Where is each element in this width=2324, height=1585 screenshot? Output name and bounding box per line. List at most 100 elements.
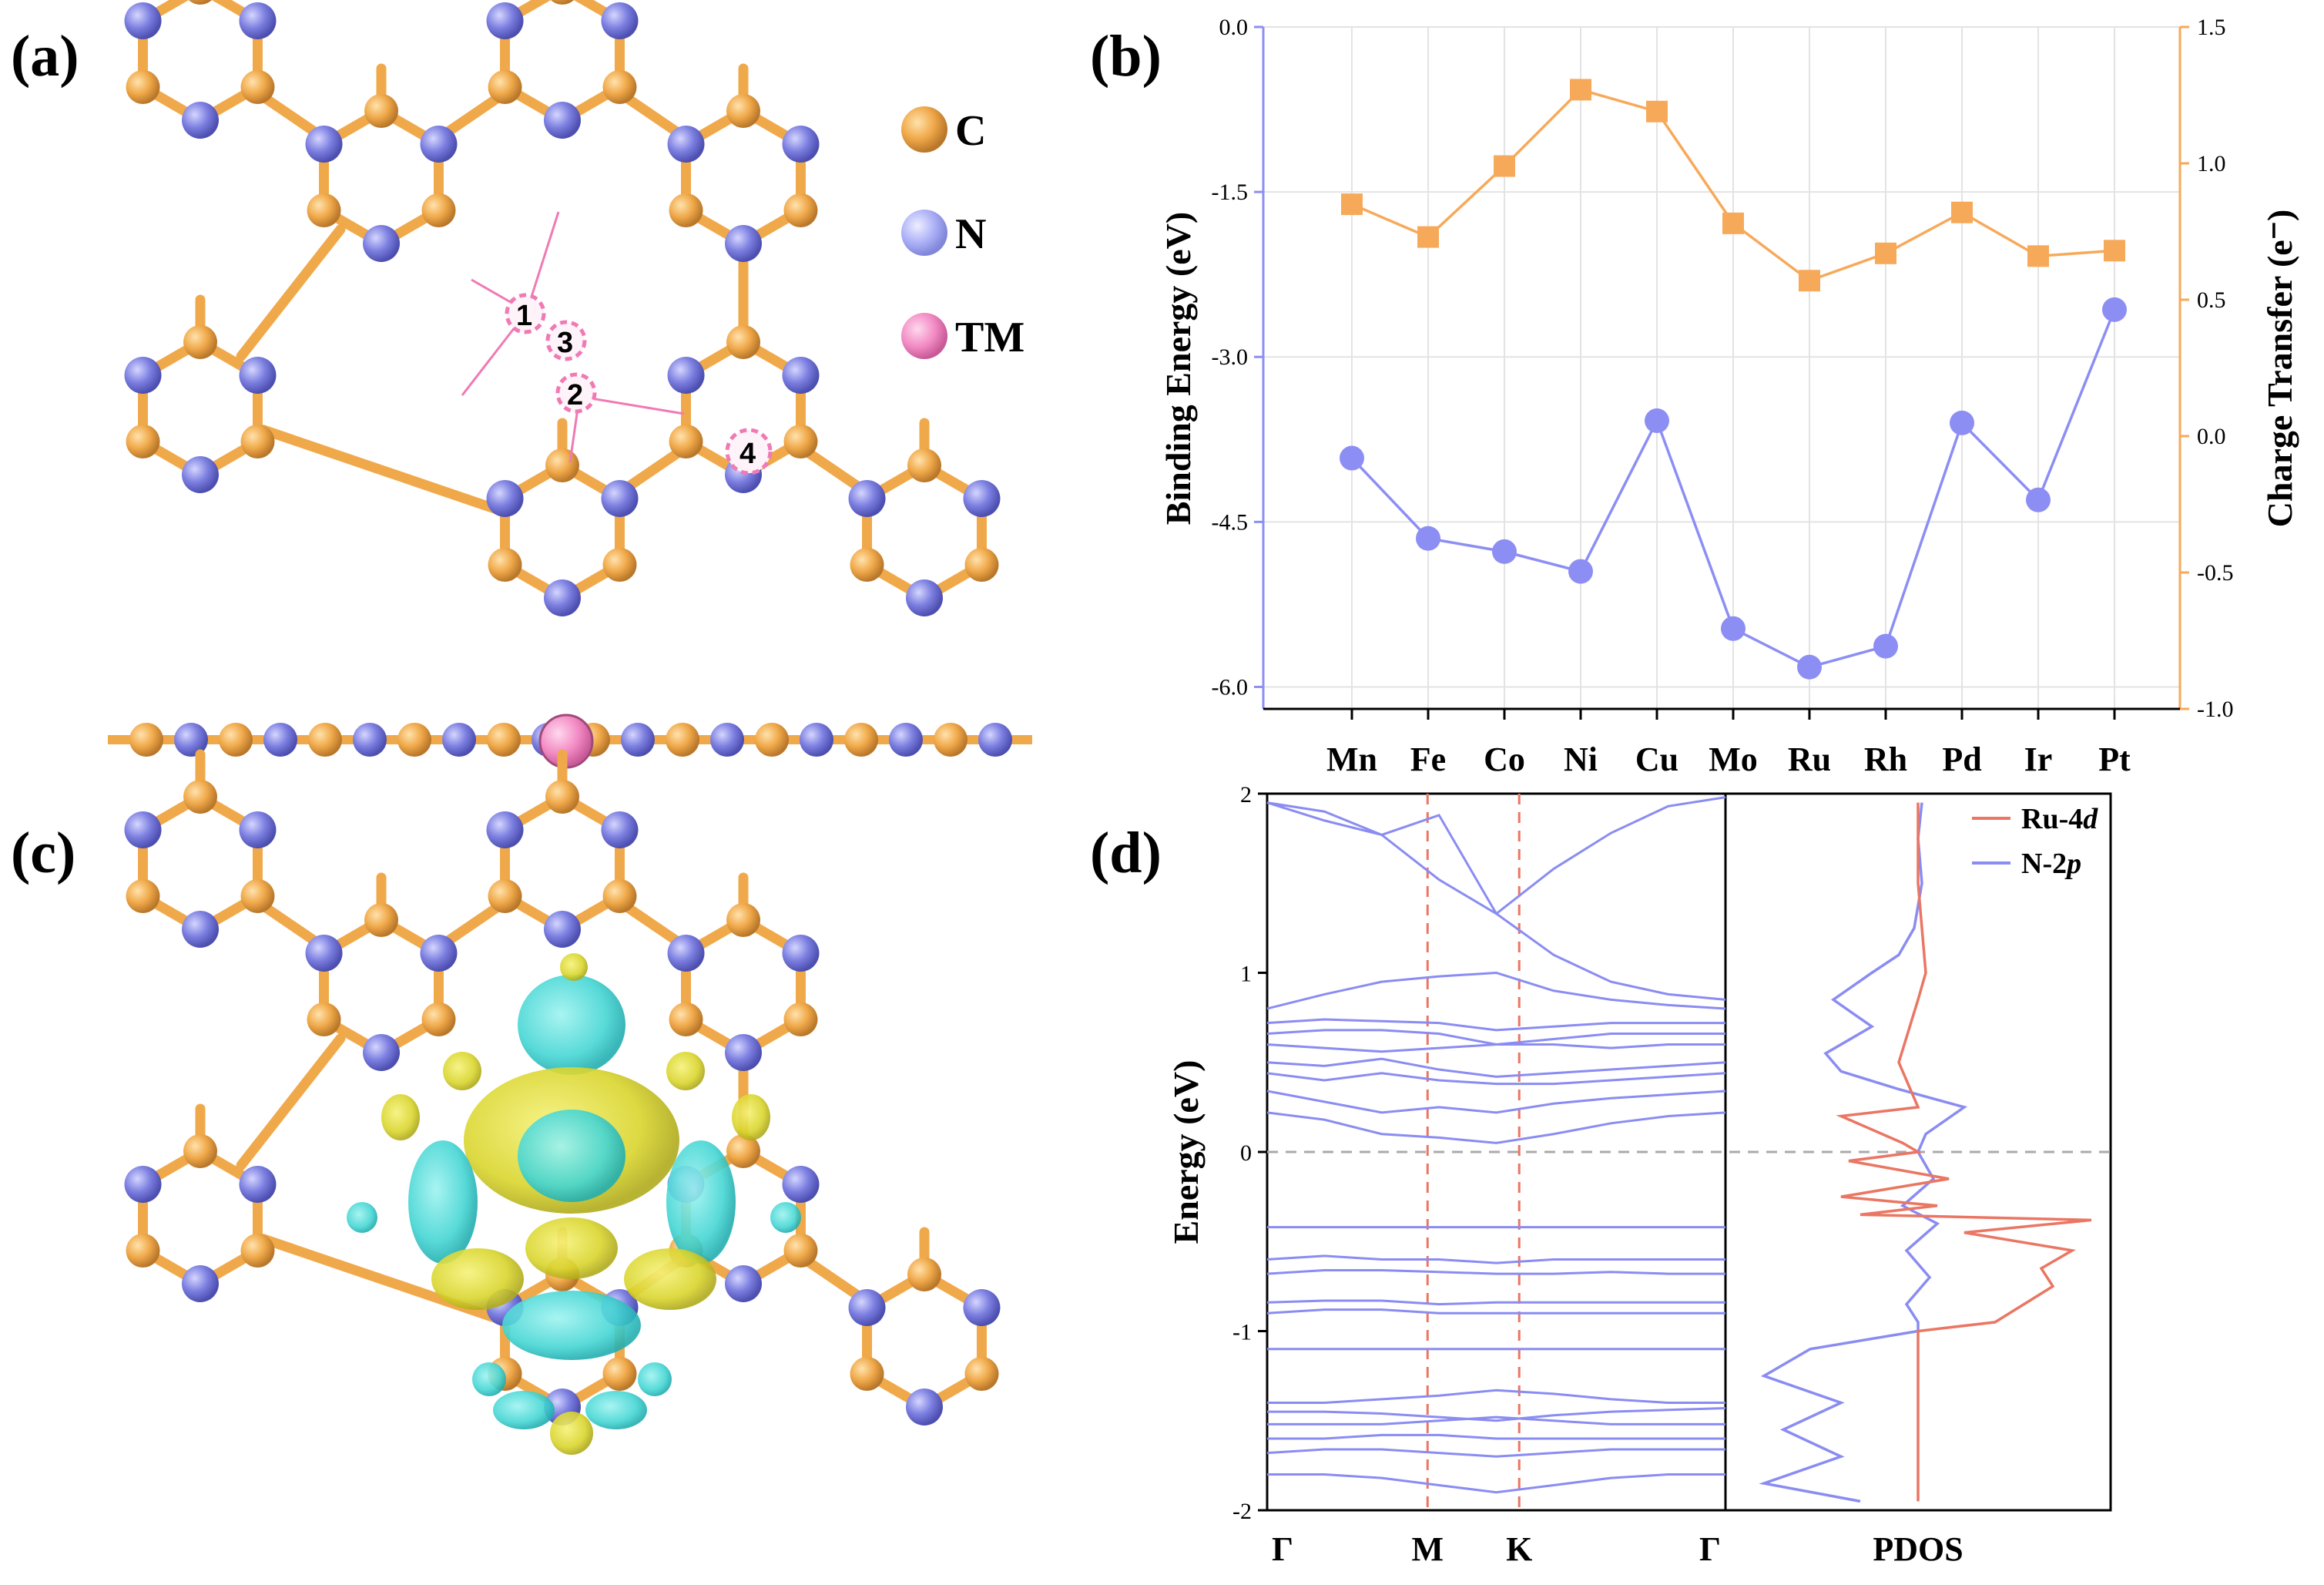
band-line [1266,1018,1725,1032]
binding-energy-point [1645,408,1669,434]
panel-label-c: (c) [11,821,75,885]
site-1-label: 1 [516,300,532,332]
site-4-marker [725,428,773,475]
legend-tm-label: TM [955,314,1025,361]
x-tick-label: Ir [2024,740,2053,778]
cyan-isosurface [518,1110,625,1202]
yellow-isosurface [431,1248,524,1310]
charge-transfer-point [1722,212,1744,234]
x-tick-label: Ru [1788,740,1831,778]
nitrogen-atom [182,102,219,139]
band-line [1266,1043,1725,1053]
x-tick-label: Co [1484,740,1525,778]
site-4-label: 4 [739,438,756,470]
nitrogen-atom [124,357,162,394]
nitrogen-atom [725,225,762,262]
y-tick-label-left: 0.0 [1219,15,1249,40]
yellow-isosurface [550,1412,593,1455]
side-nitrogen-atom [353,723,387,757]
carbon-atom [421,1002,456,1036]
carbon-atom [307,193,341,227]
y-axis-label-left: Binding Energy (eV) [1159,212,1198,525]
band-line [1267,1406,1726,1422]
y-tick-label: 0 [1240,1140,1252,1166]
bond [236,224,346,361]
carbon-atom [669,193,703,227]
side-nitrogen-atom [621,723,655,757]
binding-energy-point [1340,445,1364,471]
carbon-atom [545,448,579,482]
charge-density-isosurface [347,953,801,1455]
carbon-atom [726,903,760,937]
carbon-atom [488,879,522,913]
band-line [1266,1268,1725,1275]
kpoint-label: Γ [1699,1530,1721,1568]
charge-transfer-point [1570,79,1591,101]
carbon-atom [726,1134,760,1168]
band-line [1266,796,1726,915]
binding-energy-point [2026,487,2051,512]
binding-energy-point [2102,297,2127,322]
site-3-marker [545,320,587,361]
legend-ru4d-text: Ru-4 [2021,803,2083,835]
nitrogen-atom [363,225,400,262]
adsorption-sites: 1 2 3 4 [461,211,773,475]
band-line [1266,1111,1726,1144]
yellow-isosurface [525,1217,618,1279]
yellow-isosurface [666,1052,705,1090]
carbon-atom [488,70,522,104]
charge-transfer-point [1494,155,1515,177]
nitrogen-atom [963,480,1001,517]
legend-n-swatch [901,210,947,256]
binding-energy-point [1568,559,1593,584]
nitrogen-atom [782,935,820,972]
x-tick-label: Pt [2098,740,2131,778]
nitrogen-atom [601,480,639,517]
band-line [1266,1090,1726,1114]
structure-top-view-a [124,0,1001,616]
cyan-isosurface [518,975,625,1075]
x-tick-label: Pd [1942,740,1981,778]
carbon-atom [726,325,760,359]
yellow-isosurface [443,1052,481,1090]
yellow-isosurface [624,1248,716,1310]
nitrogen-atom [848,480,886,517]
x-tick-label: Cu [1635,740,1678,778]
carbon-atom [602,879,637,913]
charge-transfer-point [2104,240,2125,262]
site-1-marker [505,293,546,334]
site-2-label: 2 [567,379,583,411]
site-3-label: 3 [557,327,573,359]
pdos-axis-label: PDOS [1873,1530,1963,1568]
y-axis-label: Energy (eV) [1166,1060,1206,1244]
cyan-isosurface [502,1291,641,1360]
carbon-atom [126,1234,160,1268]
band-line [1267,1473,1725,1494]
band-line [1266,801,1726,1001]
carbon-atom [669,1002,703,1036]
cyan-isosurface [493,1391,555,1429]
pdos-ru4d-line [1836,802,2092,1502]
cyan-isosurface [638,1362,672,1396]
carbon-atom [602,70,637,104]
side-nitrogen-atom [442,723,476,757]
carbon-atom [550,0,575,5]
charge-transfer-point [1646,100,1668,123]
side-carbon-atom [844,723,878,757]
nitrogen-atom [782,357,820,394]
binding-energy-point [1721,616,1746,641]
x-tick-label: Rh [1864,740,1907,778]
side-carbon-atom [397,723,431,757]
side-nitrogen-atom [800,723,833,757]
band-line [1267,1433,1725,1440]
nitrogen-atom [239,2,277,39]
carbon-atom [364,94,398,128]
side-nitrogen-atom [978,723,1012,757]
nitrogen-atom [601,811,639,848]
nitrogen-atom [782,1166,820,1203]
carbon-atom [602,1357,637,1391]
carbon-atom [907,1258,941,1291]
side-carbon-atom [666,723,699,757]
charge-transfer-point [1799,270,1820,292]
